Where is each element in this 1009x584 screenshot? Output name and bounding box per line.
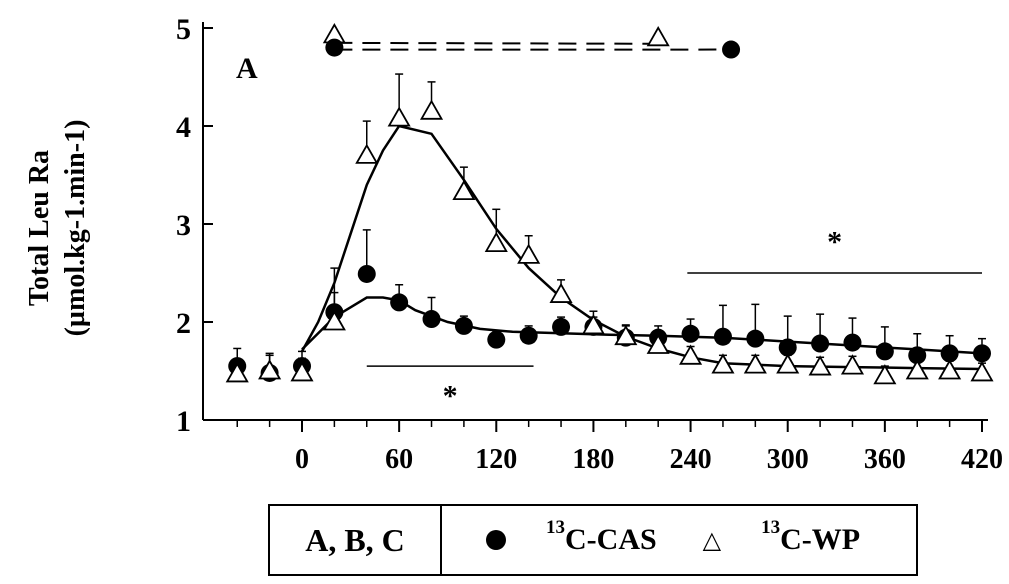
- cas-data-point: [681, 324, 700, 343]
- wp-data-point: [711, 353, 735, 374]
- fit-curves: [300, 124, 983, 371]
- cas-data-point: [875, 342, 894, 361]
- y-tick-label: 5: [176, 13, 191, 46]
- legend-entry-wp: 13C-WP: [761, 517, 861, 557]
- cas-data-point: [746, 329, 765, 348]
- cas-data-point: [973, 344, 991, 363]
- panel-label: A: [236, 52, 258, 85]
- x-tick-label: 0: [295, 444, 309, 475]
- y-axis-unit-label: (µmol.kg-1.min-1): [60, 120, 91, 337]
- x-tick-label: 300: [767, 444, 809, 475]
- cas-data-point: [519, 326, 538, 345]
- wp-data-point: [776, 353, 800, 374]
- legend-wp-isotope: 13: [761, 517, 781, 538]
- cas-data-point: [843, 333, 862, 352]
- y-tick-label: 2: [176, 307, 191, 340]
- cas-data-point: [552, 317, 571, 336]
- cas-data-point: [454, 316, 473, 335]
- wp-data-point: [484, 231, 508, 253]
- filled-circle-icon: [486, 530, 506, 550]
- annotations: A * *: [236, 23, 982, 413]
- wp-data-point: [452, 179, 476, 201]
- wp-data-point: [581, 314, 605, 335]
- cas-data-point: [713, 327, 732, 346]
- y-axis-label: Total Leu Ra: [24, 150, 55, 306]
- cas-data-point: [778, 338, 797, 357]
- axes: 1 2 3 4 5 0 60 120 180 240 300 360 420 Total Leu Ra (µ…: [24, 13, 1003, 475]
- cas-data-point: [422, 310, 441, 329]
- cas-data-point: [908, 346, 927, 365]
- wp-data-point: [970, 361, 994, 382]
- cas-data-point: [811, 334, 830, 353]
- wp-data-point: [290, 361, 314, 382]
- cas-data-point: [390, 293, 409, 312]
- legend-entries: 13C-CAS △ 13C-WP: [442, 517, 916, 557]
- cas-data-point: [357, 264, 376, 283]
- x-tick-label: 120: [475, 444, 517, 475]
- legend-entry-cas: 13C-CAS: [546, 517, 657, 557]
- y-tick-label: 1: [176, 405, 191, 438]
- wp-fit-line: [300, 124, 983, 371]
- cas-data-point: [940, 344, 959, 363]
- wp-data-point: [938, 359, 962, 380]
- wp-dashed-line: [334, 41, 659, 45]
- wp-data-point: [355, 143, 379, 164]
- error-bars: [233, 73, 986, 376]
- wp-data-point: [322, 310, 346, 331]
- cas-dash-marker: [722, 40, 741, 59]
- wp-data-point: [549, 282, 573, 303]
- x-tick-label: 240: [670, 444, 712, 475]
- legend-cas-isotope: 13: [546, 517, 565, 538]
- x-tick-label: 360: [864, 444, 906, 475]
- cas-data-point: [487, 330, 506, 349]
- wp-dash-marker: [646, 25, 670, 47]
- significance-asterisk: *: [827, 226, 842, 259]
- wp-data-point: [387, 106, 411, 127]
- data-markers: [225, 99, 994, 385]
- legend-groups-label: A, B, C: [270, 506, 442, 574]
- wp-data-point: [679, 344, 703, 365]
- wp-data-point: [225, 362, 249, 383]
- wp-data-point: [808, 355, 832, 376]
- y-tick-label: 4: [176, 111, 191, 144]
- wp-data-point: [419, 99, 444, 120]
- y-tick-label: 3: [176, 209, 191, 242]
- wp-data-point: [743, 353, 767, 374]
- wp-data-point: [873, 364, 897, 385]
- open-triangle-icon: △: [702, 527, 722, 554]
- leu-ra-chart: 1 2 3 4 5 0 60 120 180 240 300 360 420 Total Leu Ra (µ…: [24, 13, 1003, 475]
- x-tick-label: 180: [572, 444, 614, 475]
- legend-cas-label: C-CAS: [565, 523, 657, 556]
- legend-wp-label: C-WP: [780, 523, 861, 556]
- wp-data-point: [905, 359, 929, 380]
- x-tick-label: 420: [961, 444, 1003, 475]
- cas-dash-marker: [325, 38, 344, 57]
- x-tick-label: 60: [385, 444, 413, 475]
- wp-data-point: [614, 324, 638, 346]
- wp-data-point: [840, 354, 865, 375]
- significance-asterisk: *: [443, 380, 458, 413]
- wp-data-point: [517, 243, 541, 264]
- wp-data-point: [258, 359, 282, 380]
- wp-data-point: [646, 333, 670, 354]
- legend: A, B, C 13C-CAS △ 13C-WP: [268, 504, 918, 576]
